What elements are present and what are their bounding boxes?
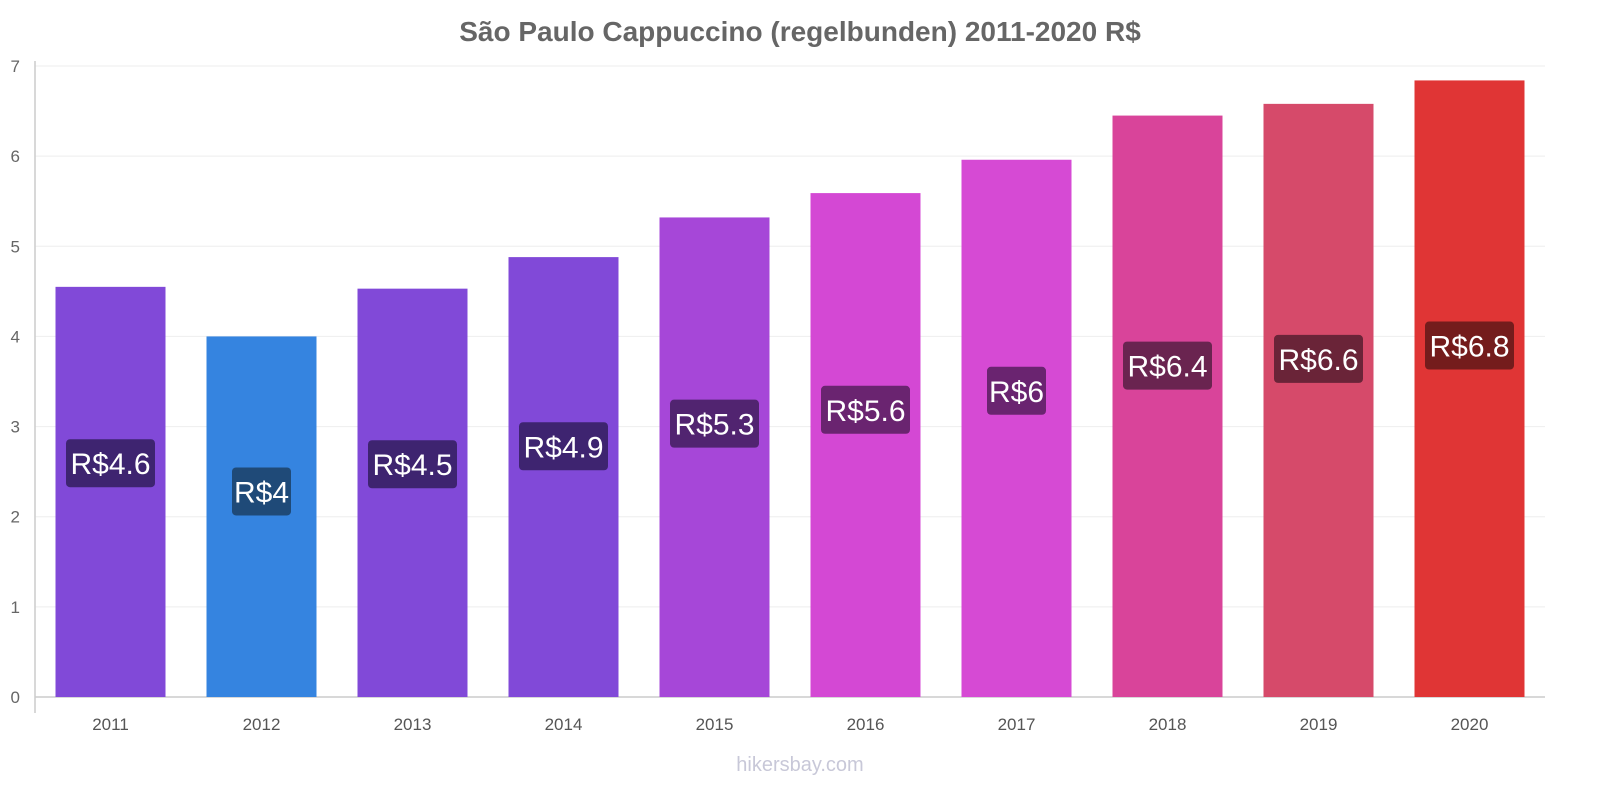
x-tick-label: 2020 xyxy=(1451,715,1489,734)
y-tick-label: 7 xyxy=(11,57,20,76)
data-label: R$5.3 xyxy=(674,409,754,442)
y-tick-label: 2 xyxy=(11,508,20,527)
data-label-box xyxy=(1425,321,1514,370)
data-label-box xyxy=(821,385,910,434)
y-tick-label: 0 xyxy=(11,688,20,707)
data-label: R$6.4 xyxy=(1127,351,1207,384)
x-tick-label: 2013 xyxy=(394,715,432,734)
data-label: R$4.9 xyxy=(523,431,603,464)
data-label: R$4.6 xyxy=(70,448,150,481)
bar xyxy=(659,217,770,697)
data-label: R$6.8 xyxy=(1429,331,1509,364)
data-label: R$4 xyxy=(234,476,289,509)
y-tick-label: 4 xyxy=(11,327,20,346)
x-tick-label: 2018 xyxy=(1149,715,1187,734)
y-tick-label: 5 xyxy=(11,237,20,256)
y-tick-label: 6 xyxy=(11,147,20,166)
bar xyxy=(357,288,468,697)
y-tick-label: 1 xyxy=(11,598,20,617)
bar xyxy=(1112,115,1223,698)
bar xyxy=(810,193,921,697)
data-label-box xyxy=(232,467,291,516)
x-tick-label: 2012 xyxy=(243,715,281,734)
data-label-box xyxy=(1123,341,1212,390)
data-label-box xyxy=(519,422,608,471)
x-tick-label: 2014 xyxy=(545,715,583,734)
x-tick-label: 2017 xyxy=(998,715,1036,734)
watermark: hikersbay.com xyxy=(736,754,864,776)
y-tick-label: 3 xyxy=(11,418,20,437)
x-tick-label: 2019 xyxy=(1300,715,1338,734)
bar xyxy=(55,286,166,697)
bar xyxy=(206,336,317,697)
bar xyxy=(1263,103,1374,698)
data-label-box xyxy=(368,440,457,489)
bar xyxy=(508,257,619,697)
data-label-box xyxy=(66,439,155,488)
data-label: R$6 xyxy=(989,376,1044,409)
bar xyxy=(1414,80,1525,698)
data-label-box xyxy=(670,399,759,448)
bar xyxy=(961,159,1072,698)
x-tick-label: 2015 xyxy=(696,715,734,734)
data-label: R$5.6 xyxy=(825,395,905,428)
x-tick-label: 2011 xyxy=(92,715,129,734)
chart-title: São Paulo Cappuccino (regelbunden) 2011-… xyxy=(459,16,1141,47)
data-label: R$4.5 xyxy=(372,449,452,482)
data-label-box xyxy=(1274,334,1363,383)
data-label-box xyxy=(987,366,1046,415)
data-label: R$6.6 xyxy=(1278,344,1358,377)
x-tick-label: 2016 xyxy=(847,715,885,734)
